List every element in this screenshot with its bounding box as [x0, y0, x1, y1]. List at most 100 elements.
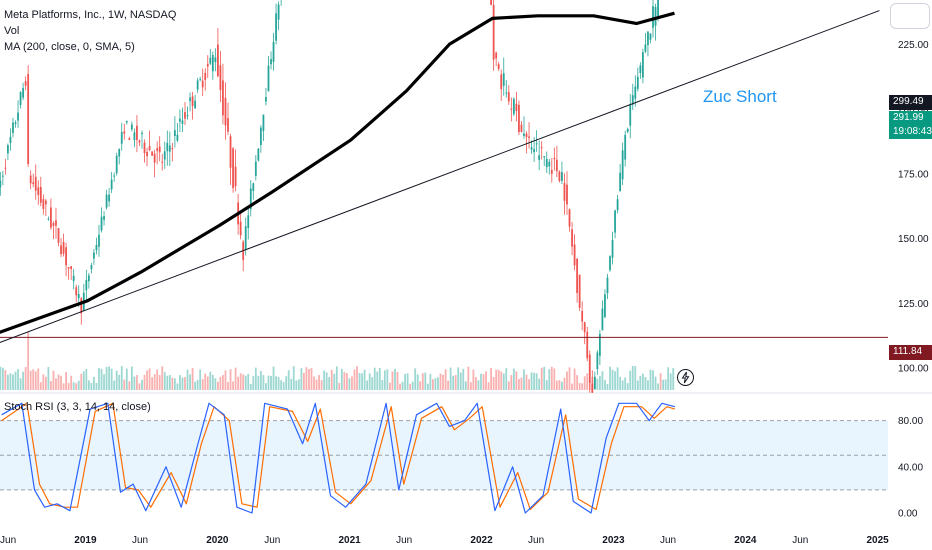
volume-bar — [487, 382, 490, 390]
volume-bar — [222, 375, 224, 390]
candle-body — [232, 148, 234, 188]
volume-bar — [371, 377, 374, 390]
candle-body — [619, 172, 622, 192]
candle-body — [257, 148, 260, 161]
volume-bar — [315, 379, 318, 390]
bolt-icon[interactable] — [677, 369, 694, 386]
candle-body — [148, 146, 151, 150]
volume-bar — [555, 380, 558, 390]
volume-bar — [631, 366, 634, 390]
legend-vol: Vol — [4, 25, 20, 37]
volume-bar — [667, 367, 670, 390]
volume-bar — [553, 368, 556, 390]
volume-bar — [335, 366, 338, 390]
candle-body — [72, 275, 75, 281]
price-axis-tick-label: 175.00 — [898, 169, 929, 180]
candle-body — [523, 133, 525, 136]
candle-body — [525, 133, 528, 138]
volume-bar — [558, 380, 561, 390]
volume-bar — [373, 367, 376, 390]
volume-bar — [272, 366, 275, 390]
volume-bar — [313, 376, 315, 390]
candle-body — [214, 57, 217, 63]
candle-body — [543, 156, 546, 158]
volume-bar — [394, 368, 396, 390]
volume-bar — [348, 378, 351, 390]
volume-bar — [652, 370, 654, 390]
volume-bar — [323, 370, 326, 390]
volume-bar — [598, 375, 601, 390]
candle-body — [634, 86, 637, 99]
volume-bar — [606, 383, 609, 390]
candle-body — [166, 142, 169, 152]
volume-bar — [328, 377, 331, 390]
stoch-axis-tick-label: 80.00 — [898, 416, 923, 427]
candle-body — [520, 124, 523, 132]
volume-bar — [320, 380, 323, 390]
volume-bar — [77, 380, 80, 390]
volume-bar — [42, 374, 45, 390]
candle-body — [254, 161, 257, 176]
volume-bar — [242, 374, 245, 390]
candle-body — [50, 207, 52, 228]
candle-body — [70, 266, 73, 270]
candle-body — [27, 74, 30, 164]
candle-body — [136, 125, 138, 140]
candle-body — [259, 127, 262, 146]
volume-bar — [429, 373, 432, 390]
candle-body — [7, 145, 9, 154]
volume-bar — [115, 370, 118, 390]
candle-body — [586, 331, 589, 359]
time-axis-tick-label: 2020 — [206, 535, 229, 546]
volume-bar — [65, 372, 67, 390]
volume-bar — [545, 380, 548, 390]
volume-bar — [356, 366, 358, 390]
volume-bar — [151, 377, 154, 390]
volume-bar — [515, 371, 518, 390]
candle-body — [553, 157, 556, 160]
candle-body — [80, 298, 83, 314]
volume-bar — [191, 368, 194, 390]
volume-bar — [495, 369, 498, 390]
volume-bar — [300, 368, 303, 390]
candle-body — [629, 104, 632, 126]
volume-bar — [37, 368, 40, 390]
candle-body — [631, 95, 634, 105]
stoch-k-line — [1, 402, 676, 514]
volume-bar — [186, 369, 189, 390]
volume-bar — [659, 373, 662, 390]
candle-body — [267, 65, 270, 92]
candle-body — [209, 57, 212, 64]
volume-bar — [166, 375, 169, 390]
volume-bar — [120, 366, 123, 390]
candle-body — [12, 122, 14, 133]
volume-bar — [275, 376, 277, 390]
volume-bar — [130, 366, 133, 390]
volume-bar — [426, 383, 429, 390]
chart-menu-button[interactable] — [890, 3, 930, 29]
candle-body — [591, 383, 594, 393]
volume-bar — [538, 378, 541, 390]
candle-body — [604, 294, 606, 318]
volume-bar — [444, 369, 447, 390]
candle-body — [533, 149, 536, 153]
volume-bar — [477, 380, 480, 390]
volume-bar — [52, 370, 55, 390]
candle-body — [189, 97, 191, 102]
volume-bar — [411, 381, 414, 390]
volume-bar — [464, 381, 467, 390]
volume-bar — [204, 373, 207, 390]
volume-bar — [662, 379, 665, 390]
candle-body — [583, 322, 586, 333]
volume-bar — [277, 377, 280, 390]
volume-bar — [249, 383, 252, 390]
volume-bar — [310, 368, 313, 390]
volume-bar — [239, 373, 242, 390]
volume-bar — [378, 367, 381, 390]
volume-bar — [641, 373, 644, 390]
volume-bar — [93, 376, 95, 390]
candle-body — [115, 155, 118, 174]
candle-body — [206, 63, 209, 67]
